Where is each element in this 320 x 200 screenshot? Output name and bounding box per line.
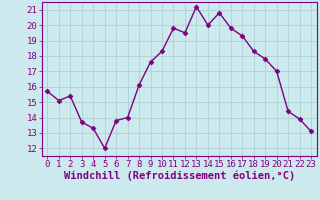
- X-axis label: Windchill (Refroidissement éolien,°C): Windchill (Refroidissement éolien,°C): [64, 171, 295, 181]
